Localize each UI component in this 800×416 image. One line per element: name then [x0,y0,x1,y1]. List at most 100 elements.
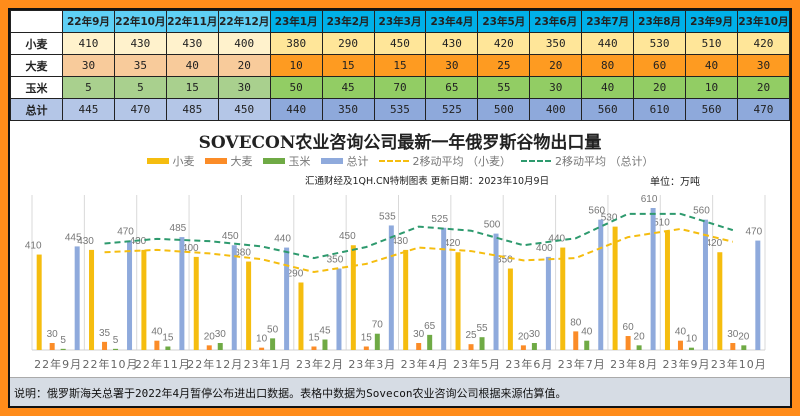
table-cell: 30 [425,54,479,77]
column-header: 23年8月 [633,10,687,33]
table-cell: 20 [736,76,791,99]
table-cell: 420 [736,32,791,55]
table-cell: 10 [685,76,738,99]
table-cell: 15 [321,54,375,77]
table-cell: 50 [269,76,323,99]
table-cell: 400 [529,98,583,121]
bar-barley [311,346,317,350]
legend-wheat: 小麦 [146,153,195,169]
table-corner [10,10,63,33]
data-label: 25 [465,330,477,341]
x-axis-tick-label: 23年6月 [505,357,553,371]
data-label: 560 [693,206,710,217]
bar-wheat [403,249,409,350]
bar-corn [217,343,223,350]
table-cell: 80 [581,54,635,77]
table-cell: 470 [113,98,167,121]
legend-label: 2移动平均 （总计） [555,155,654,168]
table-cell: 25 [477,54,531,77]
bar-corn [427,334,433,350]
data-label: 440 [274,234,291,245]
table-cell: 470 [736,98,791,121]
table-cell: 350 [529,32,583,55]
data-label: 10 [256,334,268,345]
data-label: 15 [361,333,373,344]
data-label: 445 [65,232,82,243]
bar-corn [60,348,66,350]
legend-dashed-line-icon [378,160,409,162]
x-axis-tick-label: 23年7月 [558,357,606,371]
bar-total [284,247,290,350]
column-header: 23年6月 [529,10,583,33]
bar-wheat [717,252,723,350]
data-label: 10 [686,334,698,345]
bar-corn [531,343,537,350]
data-label: 65 [424,321,436,332]
x-axis-tick-label: 23年8月 [610,357,658,371]
table-cell: 40 [581,76,635,99]
table-cell: 485 [165,98,219,121]
data-label: 5 [60,335,66,346]
data-label: 50 [267,324,279,335]
table-row: 玉米 5 5 15 30 50 45 70 65 55 30 40 20 10 20 [10,76,791,99]
table-cell: 535 [373,98,427,121]
table-cell: 20 [529,54,583,77]
table-cell: 440 [581,32,635,55]
data-label: 20 [634,331,646,342]
ma-line-wheat [104,227,734,274]
bar-total [74,246,80,350]
data-label: 30 [413,329,425,340]
chart-legend: 小麦 大麦 玉米 总计 2移动平均 （小麦） 2移动平均 （总计） [10,153,790,169]
data-label: 485 [170,223,187,234]
table-cell: 530 [633,32,687,55]
data-table: 22年9月 22年10月 22年11月 22年12月 23年1月 23年2月 23年3月 23… [10,10,791,121]
chart-frame: 22年9月 22年10月 22年11月 22年12月 23年1月 23年2月 23年3月 23… [8,8,792,408]
table-cell: 500 [477,98,531,121]
bar-wheat [560,247,566,350]
bar-corn [636,345,642,350]
table-cell: 430 [113,32,167,55]
column-header: 23年2月 [321,10,375,33]
column-header: 22年10月 [113,10,167,33]
table-cell: 560 [581,98,635,121]
data-label: 290 [287,268,304,279]
chart-source-note: 汇通财经及1QH.CN特制图表 更新日期：2023年10月9日 [305,176,550,187]
data-label: 510 [653,217,670,228]
table-row: 大麦 30 35 40 20 10 15 15 30 25 20 80 60 40 30 [10,54,791,77]
table-cell: 350 [321,98,375,121]
row-label: 总计 [10,98,63,121]
table-cell: 450 [217,98,271,121]
table-cell: 65 [425,76,479,99]
data-label: 470 [117,227,134,238]
data-label: 500 [484,220,501,231]
data-label: 430 [391,236,408,247]
legend-total: 总计 [320,153,369,169]
data-label: 530 [601,213,618,224]
table-cell: 30 [529,76,583,99]
legend-swatch-icon [146,158,169,164]
row-label: 玉米 [10,76,63,99]
data-label: 610 [641,194,658,205]
bar-wheat [507,268,513,350]
x-axis-tick-label: 22年12月 [187,357,243,371]
table-cell: 410 [62,32,115,55]
bar-barley [468,344,474,350]
table-cell: 380 [269,32,323,55]
bar-wheat [36,254,42,350]
table-cell: 20 [633,76,687,99]
legend-label: 大麦 [230,155,253,168]
data-label: 350 [496,255,513,266]
data-label: 400 [536,243,553,254]
legend-dashed-line-icon [521,160,551,162]
bar-wheat [664,231,670,350]
table-cell: 70 [373,76,427,99]
bar-wheat [141,249,147,350]
column-header: 22年12月 [217,10,271,33]
legend-label: 小麦 [172,155,195,168]
data-label: 20 [204,331,216,342]
data-label: 535 [379,211,396,222]
bar-corn [374,333,380,350]
table-cell: 510 [685,32,738,55]
table-header-row: 22年9月 22年10月 22年11月 22年12月 23年1月 23年2月 23年3月 23… [10,10,791,33]
x-axis-tick-label: 23年2月 [296,357,344,371]
